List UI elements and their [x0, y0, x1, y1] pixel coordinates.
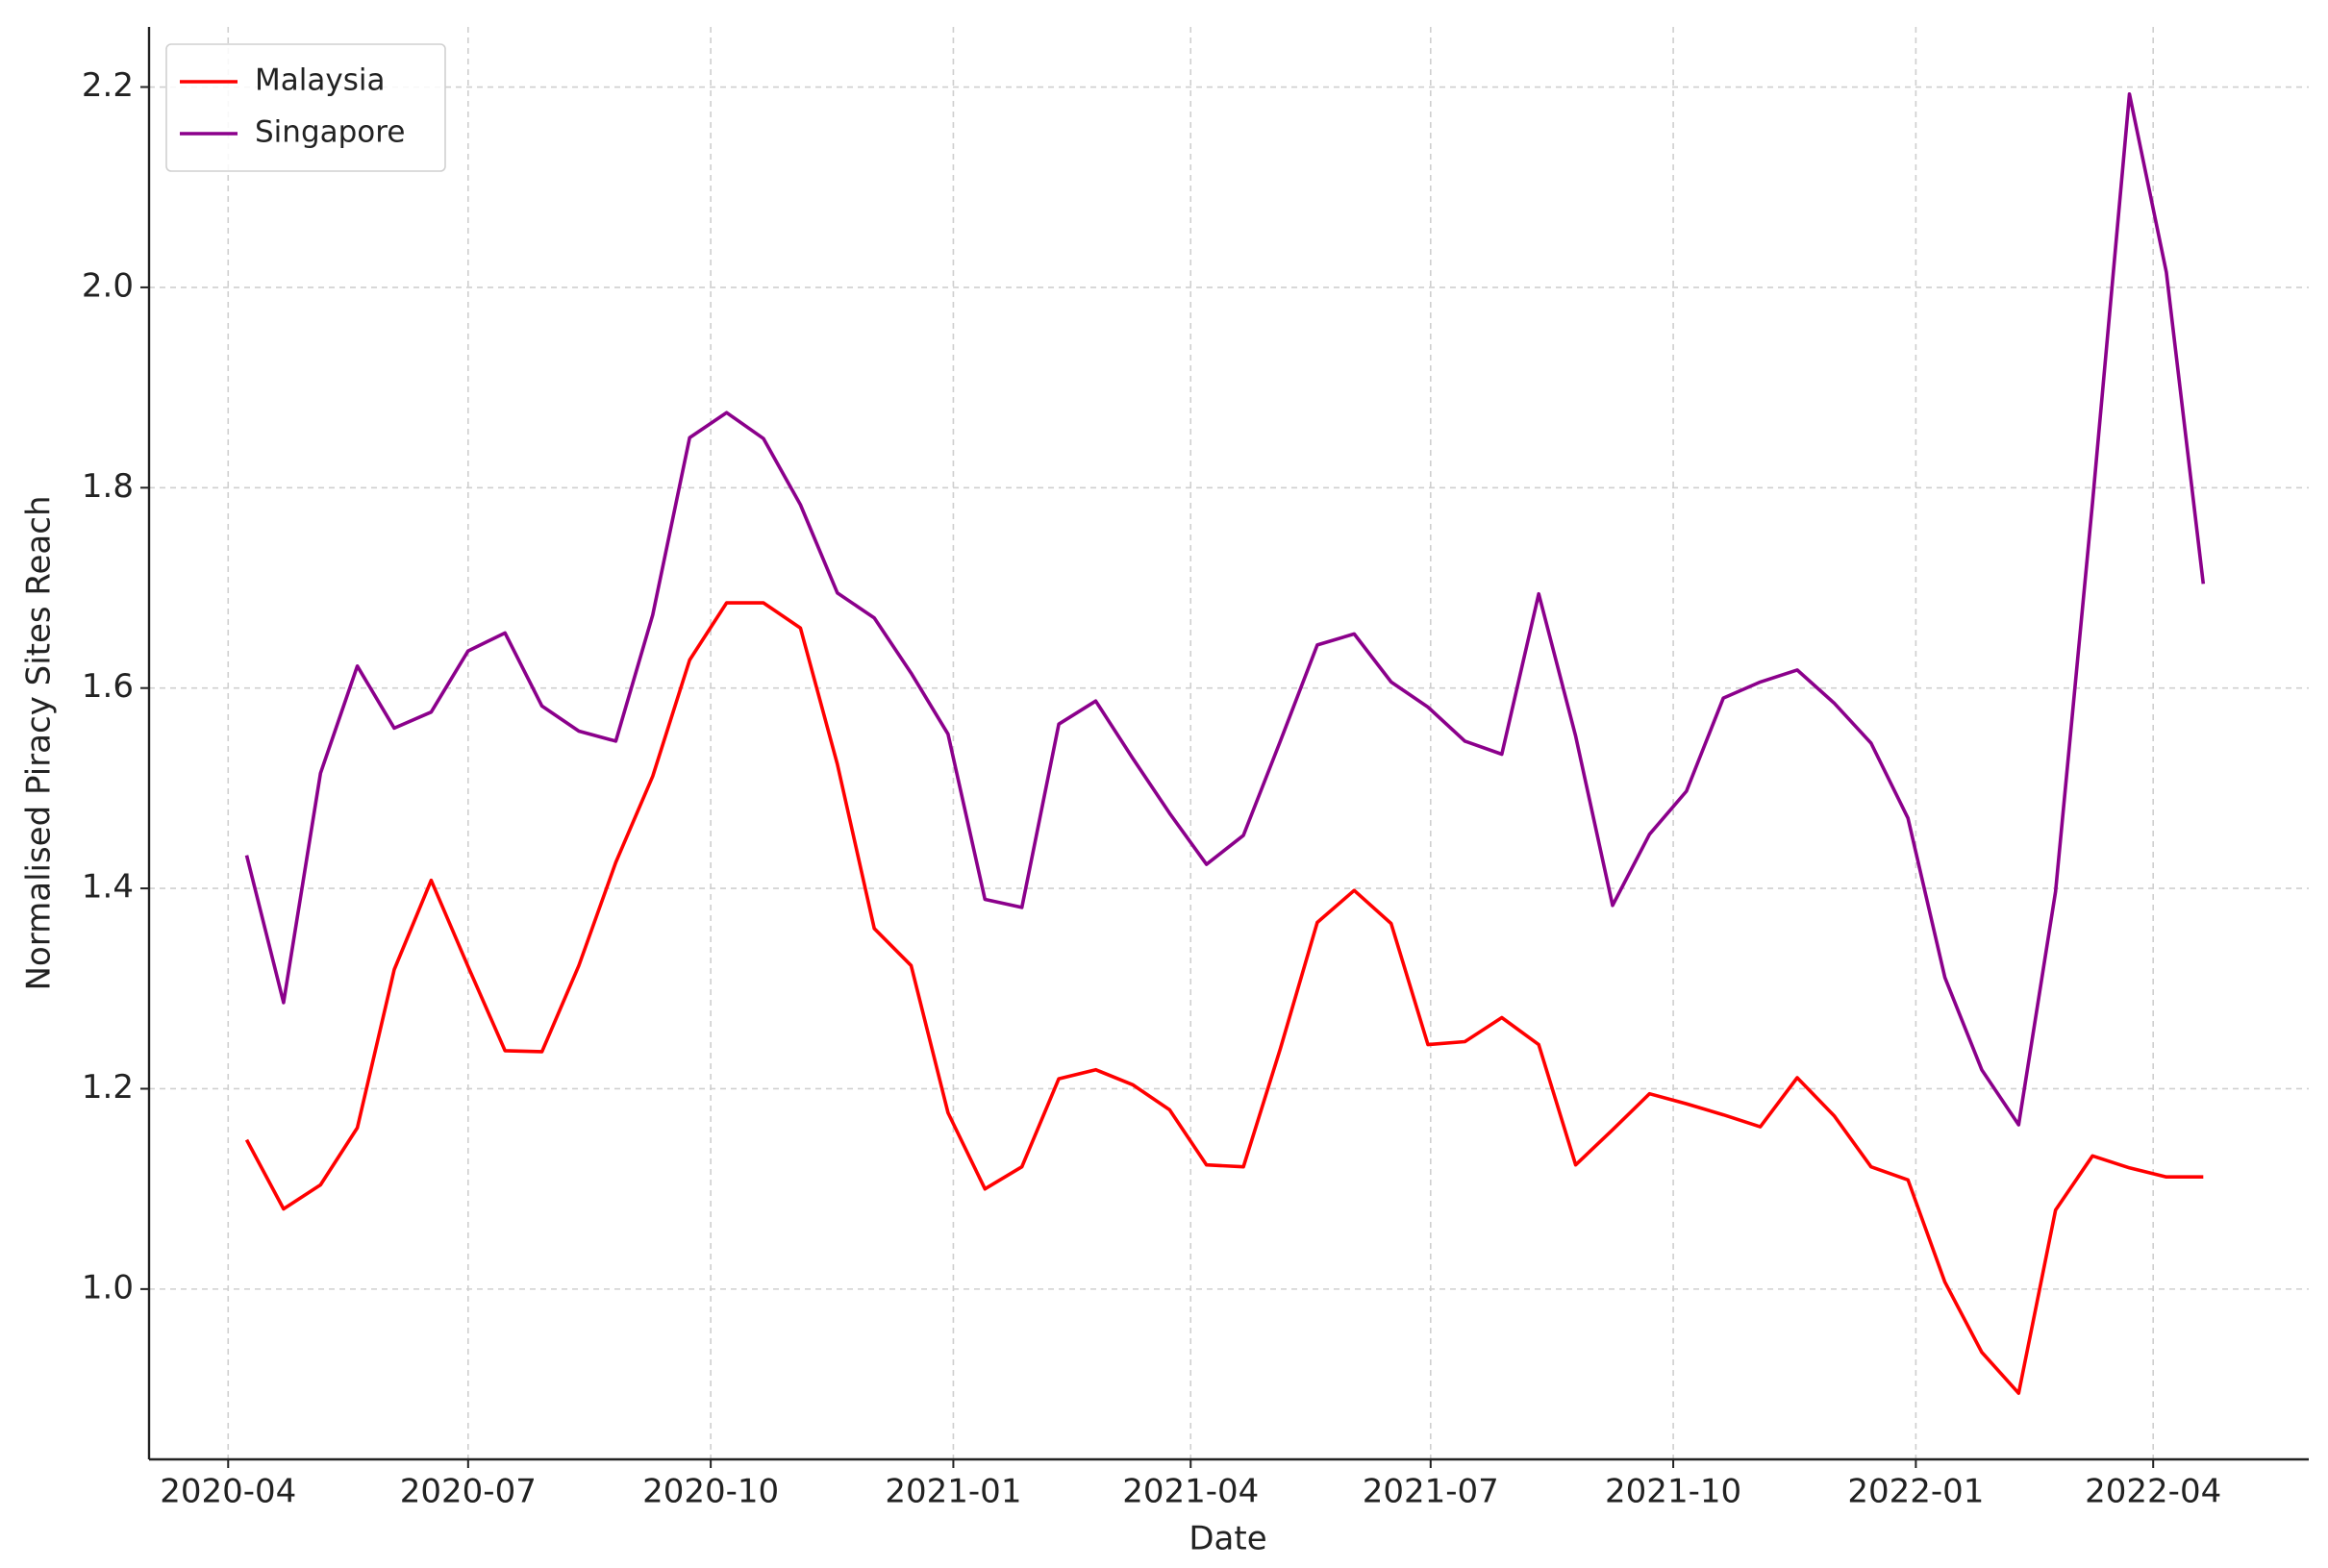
x-axis-label: Date [1189, 1520, 1266, 1558]
x-tick-label: 2021-10 [1605, 1473, 1741, 1511]
y-tick-label: 1.8 [82, 467, 134, 506]
y-tick-label: 1.2 [82, 1068, 134, 1107]
legend-box [165, 43, 446, 172]
y-tick-label: 1.0 [82, 1268, 134, 1307]
x-tick-label: 2022-01 [1847, 1473, 1984, 1511]
legend-label: Malaysia [255, 63, 385, 98]
x-tick-label: 2021-01 [885, 1473, 1021, 1511]
x-tick-label: 2022-04 [2085, 1473, 2221, 1511]
series-line [244, 601, 2204, 1395]
y-tick-label: 2.2 [82, 66, 134, 105]
x-tick-label: 2020-04 [160, 1473, 296, 1511]
y-tick-label: 2.0 [82, 266, 134, 305]
series-line [244, 92, 2206, 1127]
y-tick-label: 1.6 [82, 667, 134, 706]
x-tick-label: 2021-04 [1122, 1473, 1259, 1511]
legend-label: Singapore [255, 115, 405, 150]
x-tick-label: 2020-10 [642, 1473, 779, 1511]
x-tick-label: 2021-07 [1363, 1473, 1499, 1511]
x-tick-label: 2020-07 [400, 1473, 537, 1511]
y-axis-label: Normalised Piracy Sites Reach [20, 495, 59, 990]
y-tick-label: 1.4 [82, 868, 134, 907]
